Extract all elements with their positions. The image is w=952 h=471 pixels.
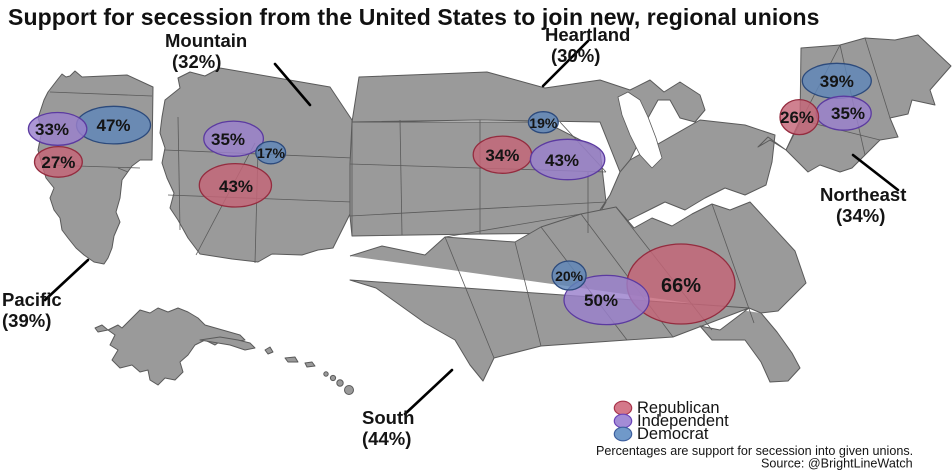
svg-text:Source: @BrightLineWatch: Source: @BrightLineWatch bbox=[761, 457, 913, 471]
svg-text:66%: 66% bbox=[661, 275, 701, 297]
svg-text:43%: 43% bbox=[545, 151, 579, 170]
svg-text:33%: 33% bbox=[35, 120, 69, 139]
svg-text:Democrat: Democrat bbox=[637, 425, 709, 443]
svg-text:43%: 43% bbox=[219, 177, 253, 196]
svg-text:35%: 35% bbox=[211, 130, 245, 149]
svg-text:19%: 19% bbox=[529, 115, 558, 131]
svg-text:(34%): (34%) bbox=[836, 205, 885, 226]
svg-text:(30%): (30%) bbox=[551, 45, 600, 66]
svg-text:27%: 27% bbox=[41, 153, 75, 172]
svg-text:35%: 35% bbox=[831, 104, 865, 123]
svg-text:(32%): (32%) bbox=[172, 51, 221, 72]
svg-text:(44%): (44%) bbox=[362, 428, 411, 449]
svg-text:50%: 50% bbox=[584, 291, 618, 310]
svg-text:17%: 17% bbox=[257, 145, 286, 161]
svg-text:Mountain: Mountain bbox=[165, 30, 247, 51]
svg-text:Northeast: Northeast bbox=[820, 184, 906, 205]
svg-text:(39%): (39%) bbox=[2, 310, 51, 331]
svg-text:39%: 39% bbox=[820, 72, 854, 91]
svg-text:47%: 47% bbox=[96, 116, 130, 135]
svg-text:South: South bbox=[362, 407, 414, 428]
svg-text:Heartland: Heartland bbox=[545, 24, 630, 45]
svg-text:34%: 34% bbox=[485, 146, 519, 165]
svg-text:Pacific: Pacific bbox=[2, 289, 62, 310]
svg-text:26%: 26% bbox=[780, 108, 814, 127]
svg-text:20%: 20% bbox=[555, 268, 584, 284]
